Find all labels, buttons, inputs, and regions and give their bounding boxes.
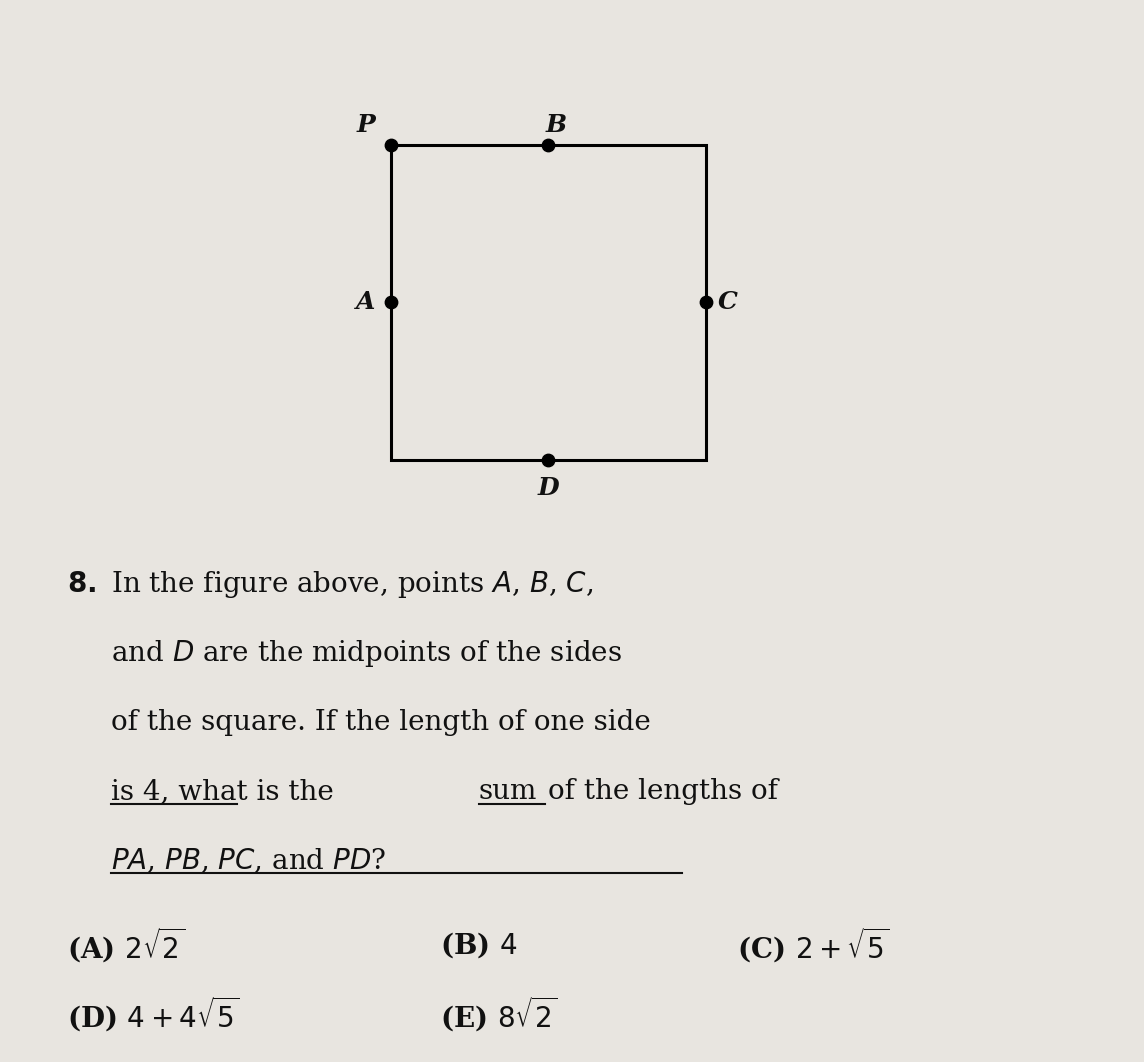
Text: C: C xyxy=(718,291,738,314)
Text: and $D$ are the midpoints of the sides: and $D$ are the midpoints of the sides xyxy=(111,637,621,669)
Text: $\mathbf{8.}$ In the figure above, points $A$, $B$, $C$,: $\mathbf{8.}$ In the figure above, point… xyxy=(66,568,593,600)
Text: P: P xyxy=(356,114,375,137)
Text: (E) $8\sqrt{2}$: (E) $8\sqrt{2}$ xyxy=(440,994,558,1034)
Text: A: A xyxy=(356,291,375,314)
Point xyxy=(382,136,400,153)
Text: $PA$, $PB$, $PC$, and $PD$?: $PA$, $PB$, $PC$, and $PD$? xyxy=(111,845,386,875)
Text: of the lengths of: of the lengths of xyxy=(548,777,778,805)
Point xyxy=(697,294,715,311)
Text: sum: sum xyxy=(478,777,537,805)
Text: of the square. If the length of one side: of the square. If the length of one side xyxy=(111,708,651,736)
Point xyxy=(539,451,557,468)
Point xyxy=(382,294,400,311)
Bar xyxy=(391,144,706,460)
Point xyxy=(539,136,557,153)
Text: (A) $2\sqrt{2}$: (A) $2\sqrt{2}$ xyxy=(66,925,185,965)
Text: (C) $2 + \sqrt{5}$: (C) $2 + \sqrt{5}$ xyxy=(737,925,889,965)
Text: (D) $4 + 4\sqrt{5}$: (D) $4 + 4\sqrt{5}$ xyxy=(66,994,239,1034)
Text: B: B xyxy=(546,114,566,137)
Text: is 4, what is the: is 4, what is the xyxy=(111,777,334,805)
Text: D: D xyxy=(538,477,559,500)
Text: (B) $4$: (B) $4$ xyxy=(440,930,518,960)
